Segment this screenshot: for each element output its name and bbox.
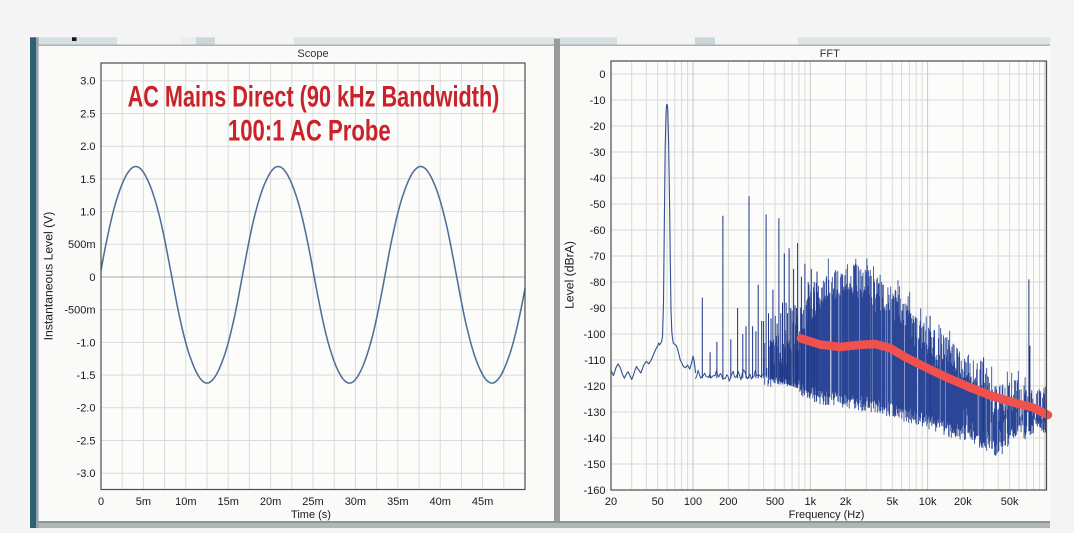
svg-text:-20: -20 [590,121,606,133]
svg-text:-140: -140 [583,433,605,445]
svg-text:25m: 25m [302,496,323,508]
svg-text:0: 0 [599,69,605,81]
svg-text:20k: 20k [954,496,972,508]
svg-text:-50: -50 [590,199,606,211]
svg-text:-2.5: -2.5 [77,435,96,447]
svg-text:-3.0: -3.0 [77,468,96,480]
svg-text:-160: -160 [583,485,605,497]
svg-text:2.0: 2.0 [80,141,95,153]
svg-text:1.0: 1.0 [80,207,95,219]
svg-text:-100: -100 [583,329,605,341]
svg-text:1k: 1k [804,496,816,508]
svg-text:Level (dBrA): Level (dBrA) [562,241,576,309]
svg-text:0: 0 [98,496,104,508]
svg-text:50k: 50k [1001,496,1019,508]
svg-text:-70: -70 [590,251,606,263]
svg-text:-2.0: -2.0 [77,403,96,415]
svg-text:15m: 15m [217,496,238,508]
svg-text:1.5: 1.5 [80,174,95,186]
svg-text:-40: -40 [590,173,606,185]
svg-text:10k: 10k [919,496,937,508]
svg-text:35m: 35m [387,496,408,508]
svg-text:AC Mains Direct (90 kHz Bandwi: AC Mains Direct (90 kHz Bandwidth) [128,79,500,113]
svg-text:-130: -130 [583,407,605,419]
svg-text:-80: -80 [590,277,606,289]
svg-text:FFT: FFT [820,48,840,60]
svg-text:45m: 45m [472,496,493,508]
svg-text:2k: 2k [840,496,852,508]
svg-text:30m: 30m [345,496,366,508]
svg-text:0: 0 [89,272,95,284]
svg-text:500m: 500m [68,239,96,251]
svg-text:-150: -150 [583,459,605,471]
svg-text:5m: 5m [136,496,151,508]
svg-text:-10: -10 [590,95,606,107]
svg-text:5k: 5k [886,496,898,508]
svg-text:Time (s): Time (s) [291,509,331,521]
svg-text:Frequency (Hz): Frequency (Hz) [789,509,865,521]
svg-text:-1.5: -1.5 [77,370,96,382]
svg-text:50: 50 [652,496,664,508]
svg-text:2.5: 2.5 [80,108,95,120]
svg-text:-60: -60 [590,225,606,237]
svg-text:200: 200 [719,496,737,508]
svg-text:40m: 40m [429,496,450,508]
svg-text:Instantaneous Level (V): Instantaneous Level (V) [41,212,55,341]
svg-text:100:1 AC Probe: 100:1 AC Probe [228,113,391,147]
svg-text:500: 500 [766,496,784,508]
svg-text:-120: -120 [583,381,605,393]
svg-text:Scope: Scope [297,48,328,60]
svg-text:-110: -110 [584,355,605,367]
svg-text:-1.0: -1.0 [77,337,96,349]
svg-text:-30: -30 [590,147,606,159]
svg-text:3.0: 3.0 [80,76,95,88]
svg-text:-500m: -500m [64,305,95,317]
svg-text:10m: 10m [175,496,196,508]
svg-text:20m: 20m [260,496,281,508]
svg-text:-90: -90 [590,303,606,315]
svg-text:100: 100 [684,496,702,508]
svg-text:20: 20 [605,496,617,508]
